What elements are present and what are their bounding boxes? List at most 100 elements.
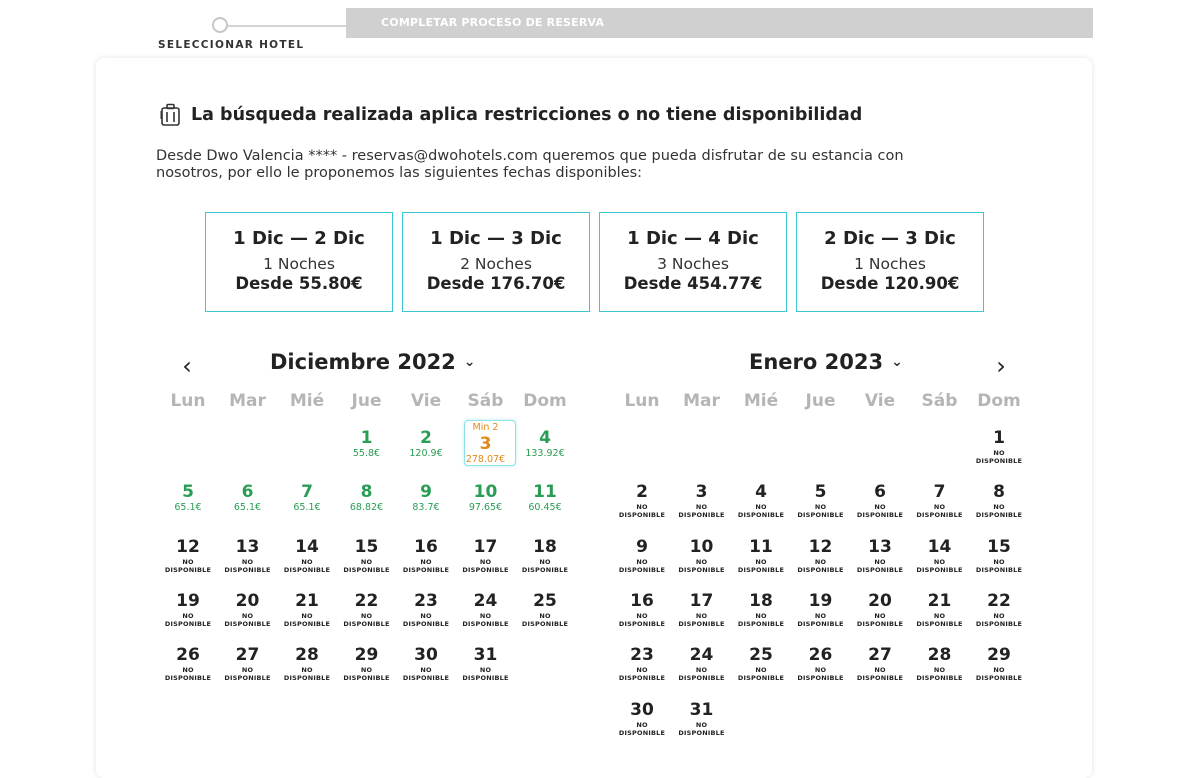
weekday-header: Mar — [683, 391, 720, 411]
calendar-day-available[interactable]: 4 133.92€ — [515, 421, 575, 473]
calendar-day-unavailable[interactable]: 27 NO DISPONIBLE — [850, 638, 910, 690]
unavailable-label: NO — [636, 611, 648, 620]
prev-month-button[interactable]: ‹ — [182, 352, 192, 380]
calendar-day-unavailable[interactable]: 26 NO DISPONIBLE — [158, 638, 218, 690]
month-title-december[interactable]: Diciembre 2022 ⌄ — [270, 350, 476, 374]
calendar-day-unavailable[interactable]: 24 NO DISPONIBLE — [456, 584, 516, 636]
calendar-day-unavailable[interactable]: 24 NO DISPONIBLE — [672, 638, 732, 690]
calendar-day-unavailable[interactable]: 2 NO DISPONIBLE — [612, 475, 672, 527]
day-number: 30 — [414, 645, 438, 666]
calendar-day-unavailable[interactable]: 16 NO DISPONIBLE — [612, 584, 672, 636]
calendar-day-unavailable[interactable]: 14 NO DISPONIBLE — [910, 530, 970, 582]
day-price: 55.8€ — [352, 448, 381, 459]
calendar-day-unavailable[interactable]: 12 NO DISPONIBLE — [791, 530, 851, 582]
unavailable-label: DISPONIBLE — [737, 565, 785, 574]
luggage-icon — [160, 103, 182, 127]
suggestion-option[interactable]: 2 Dic — 3 Dic 1 Noches Desde 120.90€ — [796, 212, 984, 312]
calendar-day-available[interactable]: 7 65.1€ — [277, 475, 337, 527]
calendar-day-unavailable[interactable]: 26 NO DISPONIBLE — [791, 638, 851, 690]
calendar-day-available[interactable]: 9 83.7€ — [396, 475, 456, 527]
suggestion-option[interactable]: 1 Dic — 3 Dic 2 Noches Desde 176.70€ — [402, 212, 590, 312]
calendar-day-unavailable[interactable]: 27 NO DISPONIBLE — [218, 638, 278, 690]
calendar-day-unavailable[interactable]: 30 NO DISPONIBLE — [612, 693, 672, 745]
calendar-day-available[interactable]: 11 60.45€ — [515, 475, 575, 527]
suggestion-option[interactable]: 1 Dic — 2 Dic 1 Noches Desde 55.80€ — [205, 212, 393, 312]
calendar-day-unavailable[interactable]: 28 NO DISPONIBLE — [910, 638, 970, 690]
unavailable-label: DISPONIBLE — [678, 674, 725, 683]
calendar-day-unavailable[interactable]: 1 NO DISPONIBLE — [969, 421, 1029, 473]
calendar-day-unavailable[interactable]: 19 NO DISPONIBLE — [791, 584, 851, 636]
unavailable-label: NO — [241, 611, 254, 620]
calendar-day-unavailable[interactable]: 4 NO DISPONIBLE — [731, 475, 791, 527]
unavailable-label: DISPONIBLE — [737, 619, 785, 628]
unavailable-label: NO — [479, 611, 492, 620]
suggestion-price: Desde 454.77€ — [623, 274, 763, 293]
unavailable-label: DISPONIBLE — [856, 511, 904, 520]
calendar-day-unavailable[interactable]: 29 NO DISPONIBLE — [969, 638, 1029, 690]
calendar-day-unavailable[interactable]: 16 NO DISPONIBLE — [396, 530, 456, 582]
unavailable-label: DISPONIBLE — [402, 565, 450, 574]
unavailable-label: NO — [993, 503, 1005, 512]
step-select-hotel-label: SELECCIONAR HOTEL — [158, 39, 305, 51]
calendar-day-available[interactable]: 8 68.82€ — [337, 475, 397, 527]
day-number: 16 — [414, 536, 438, 557]
calendar-day-unavailable[interactable]: 28 NO DISPONIBLE — [277, 638, 337, 690]
calendar-day-unavailable[interactable]: 10 NO DISPONIBLE — [672, 530, 732, 582]
calendar-day-unavailable[interactable]: 22 NO DISPONIBLE — [337, 584, 397, 636]
unavailable-label: DISPONIBLE — [462, 565, 509, 574]
day-number: 3 — [695, 482, 708, 503]
calendar-day-unavailable[interactable]: 5 NO DISPONIBLE — [791, 475, 851, 527]
calendar-day-unavailable[interactable]: 6 NO DISPONIBLE — [850, 475, 910, 527]
calendar-day-unavailable[interactable]: 19 NO DISPONIBLE — [158, 584, 218, 636]
calendar-day-unavailable[interactable]: 3 NO DISPONIBLE — [672, 475, 732, 527]
day-number: 5 — [182, 482, 194, 503]
calendar-day-available[interactable]: 6 65.1€ — [218, 475, 278, 527]
unavailable-label: NO — [993, 449, 1005, 457]
calendar-day-unavailable[interactable]: 18 NO DISPONIBLE — [731, 584, 791, 636]
weekday-header: Mar — [229, 391, 266, 411]
calendar-day-unavailable[interactable]: 13 NO DISPONIBLE — [218, 530, 278, 582]
calendar-day-unavailable[interactable]: 21 NO DISPONIBLE — [910, 584, 970, 636]
calendar-day-unavailable[interactable]: 23 NO DISPONIBLE — [612, 638, 672, 690]
calendar-day-available[interactable]: 10 97.65€ — [456, 475, 516, 527]
calendar-day-unavailable[interactable]: 21 NO DISPONIBLE — [277, 584, 337, 636]
calendar-day-unavailable[interactable]: 12 NO DISPONIBLE — [158, 530, 218, 582]
calendar-day-unavailable[interactable]: 13 NO DISPONIBLE — [850, 530, 910, 582]
next-month-button[interactable]: › — [996, 352, 1006, 380]
calendar-day-unavailable[interactable]: 8 NO DISPONIBLE — [969, 475, 1029, 527]
calendar-day-unavailable[interactable]: 15 NO DISPONIBLE — [969, 530, 1029, 582]
calendar-day-unavailable[interactable]: 9 NO DISPONIBLE — [612, 530, 672, 582]
month-title-january[interactable]: Enero 2023 ⌄ — [749, 350, 903, 374]
calendar-day-unavailable[interactable]: 11 NO DISPONIBLE — [731, 530, 791, 582]
unavailable-label: DISPONIBLE — [678, 511, 725, 520]
calendar-day-unavailable[interactable]: 14 NO DISPONIBLE — [277, 530, 337, 582]
calendar-day-available[interactable]: 1 55.8€ — [337, 421, 397, 473]
unavailable-label: DISPONIBLE — [737, 674, 785, 683]
calendar-day-unavailable[interactable]: 23 NO DISPONIBLE — [396, 584, 456, 636]
calendar-day-selected[interactable]: Min 2 3 278.07€ — [456, 420, 516, 473]
calendar-day-unavailable[interactable]: 31 NO DISPONIBLE — [456, 638, 516, 690]
weekday-header: Mié — [289, 391, 325, 411]
calendar-day-unavailable[interactable]: 22 NO DISPONIBLE — [969, 584, 1029, 636]
calendar-day-unavailable[interactable]: 29 NO DISPONIBLE — [337, 638, 397, 690]
calendar-day-unavailable[interactable]: 15 NO DISPONIBLE — [337, 530, 397, 582]
unavailable-label: DISPONIBLE — [224, 565, 271, 574]
calendar-day-unavailable[interactable]: 25 NO DISPONIBLE — [731, 638, 791, 690]
calendar-day-unavailable[interactable]: 25 NO DISPONIBLE — [515, 584, 575, 636]
unavailable-label: NO — [755, 503, 767, 512]
calendar-day-unavailable[interactable]: 17 NO DISPONIBLE — [456, 530, 516, 582]
suggestion-option[interactable]: 1 Dic — 4 Dic 3 Noches Desde 454.77€ — [599, 212, 787, 312]
day-number: 2 — [636, 482, 648, 503]
calendar-day-unavailable[interactable]: 18 NO DISPONIBLE — [515, 530, 575, 582]
calendar-day-available[interactable]: 5 65.1€ — [158, 475, 218, 527]
calendar-day-unavailable[interactable]: 31 NO DISPONIBLE — [672, 693, 732, 745]
calendar-day-unavailable[interactable]: 20 NO DISPONIBLE — [850, 584, 910, 636]
calendar-day-unavailable[interactable]: 30 NO DISPONIBLE — [396, 638, 456, 690]
unavailable-label: NO — [241, 666, 254, 675]
calendar-day-unavailable[interactable]: 17 NO DISPONIBLE — [672, 584, 732, 636]
calendar-day-unavailable[interactable]: 7 NO DISPONIBLE — [910, 475, 970, 527]
unavailable-label: DISPONIBLE — [797, 619, 844, 628]
calendar-day-unavailable[interactable]: 20 NO DISPONIBLE — [218, 584, 278, 636]
calendar-day-available[interactable]: 2 120.9€ — [396, 421, 456, 473]
day-number: 28 — [927, 645, 952, 666]
